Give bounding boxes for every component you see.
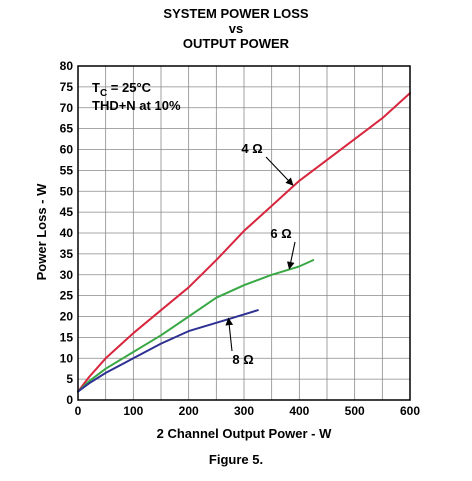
series-line-1 [77, 92, 411, 393]
y-tick-label: 30 [60, 268, 74, 282]
y-tick-label: 35 [60, 247, 74, 261]
y-tick-label: 60 [60, 143, 74, 157]
y-tick-label: 65 [60, 122, 74, 136]
y-tick-label: 55 [60, 163, 74, 177]
annotation-label-1: 4 Ω [241, 141, 262, 156]
annotation-label-2: 6 Ω [270, 226, 291, 241]
x-tick-label: 500 [345, 404, 365, 418]
series-lines [77, 92, 411, 393]
y-tick-label: 80 [60, 59, 74, 73]
series-annotations: 4 Ω 6 Ω 8 Ω [225, 141, 296, 367]
y-tick-label: 10 [60, 351, 74, 365]
chart-title-line-3: OUTPUT POWER [182, 36, 290, 51]
y-tick-label: 20 [60, 310, 74, 324]
y-tick-label: 0 [66, 393, 73, 407]
series-line-3 [77, 309, 259, 393]
y-tick-label: 25 [60, 289, 74, 303]
figure-caption: Figure 5. [208, 452, 264, 467]
annotation-arrow-3 [225, 317, 234, 352]
y-tick-label: 75 [60, 80, 74, 94]
tick-labels: 0 5 10 15 20 25 30 35 40 45 50 55 60 65 70 75 80 0 100 200 3… [60, 59, 421, 418]
y-tick-label: 70 [60, 101, 74, 115]
y-tick-label: 40 [60, 226, 74, 240]
annotation-arrow-1 [265, 156, 294, 186]
x-tick-label: 100 [123, 404, 143, 418]
condition-thd: THD+N at 10% [92, 98, 181, 113]
condition-tc-value: = 25°C [107, 80, 151, 95]
grid [77, 65, 411, 401]
plot-frame [77, 65, 411, 401]
y-axis-title: Power Loss - W [34, 183, 49, 281]
y-tick-label: 5 [66, 372, 73, 386]
chart-title-line-1: SYSTEM POWER LOSS [163, 6, 309, 21]
condition-tc-subscript: C [100, 88, 107, 99]
x-tick-label: 200 [179, 404, 199, 418]
x-tick-label: 600 [400, 404, 420, 418]
condition-tc-prefix: TC = 25°C [92, 80, 152, 99]
x-tick-label: 0 [75, 404, 82, 418]
y-tick-label: 15 [60, 330, 74, 344]
x-tick-label: 300 [234, 404, 254, 418]
annotation-arrow-2 [286, 241, 296, 270]
annotation-label-3: 8 Ω [232, 352, 253, 367]
y-tick-label: 45 [60, 205, 74, 219]
x-axis-title: 2 Channel Output Power - W [157, 426, 333, 441]
series-line-2 [77, 259, 315, 393]
x-tick-label: 400 [289, 404, 309, 418]
chart-title-line-2: vs [228, 21, 244, 36]
y-tick-label: 50 [60, 184, 74, 198]
